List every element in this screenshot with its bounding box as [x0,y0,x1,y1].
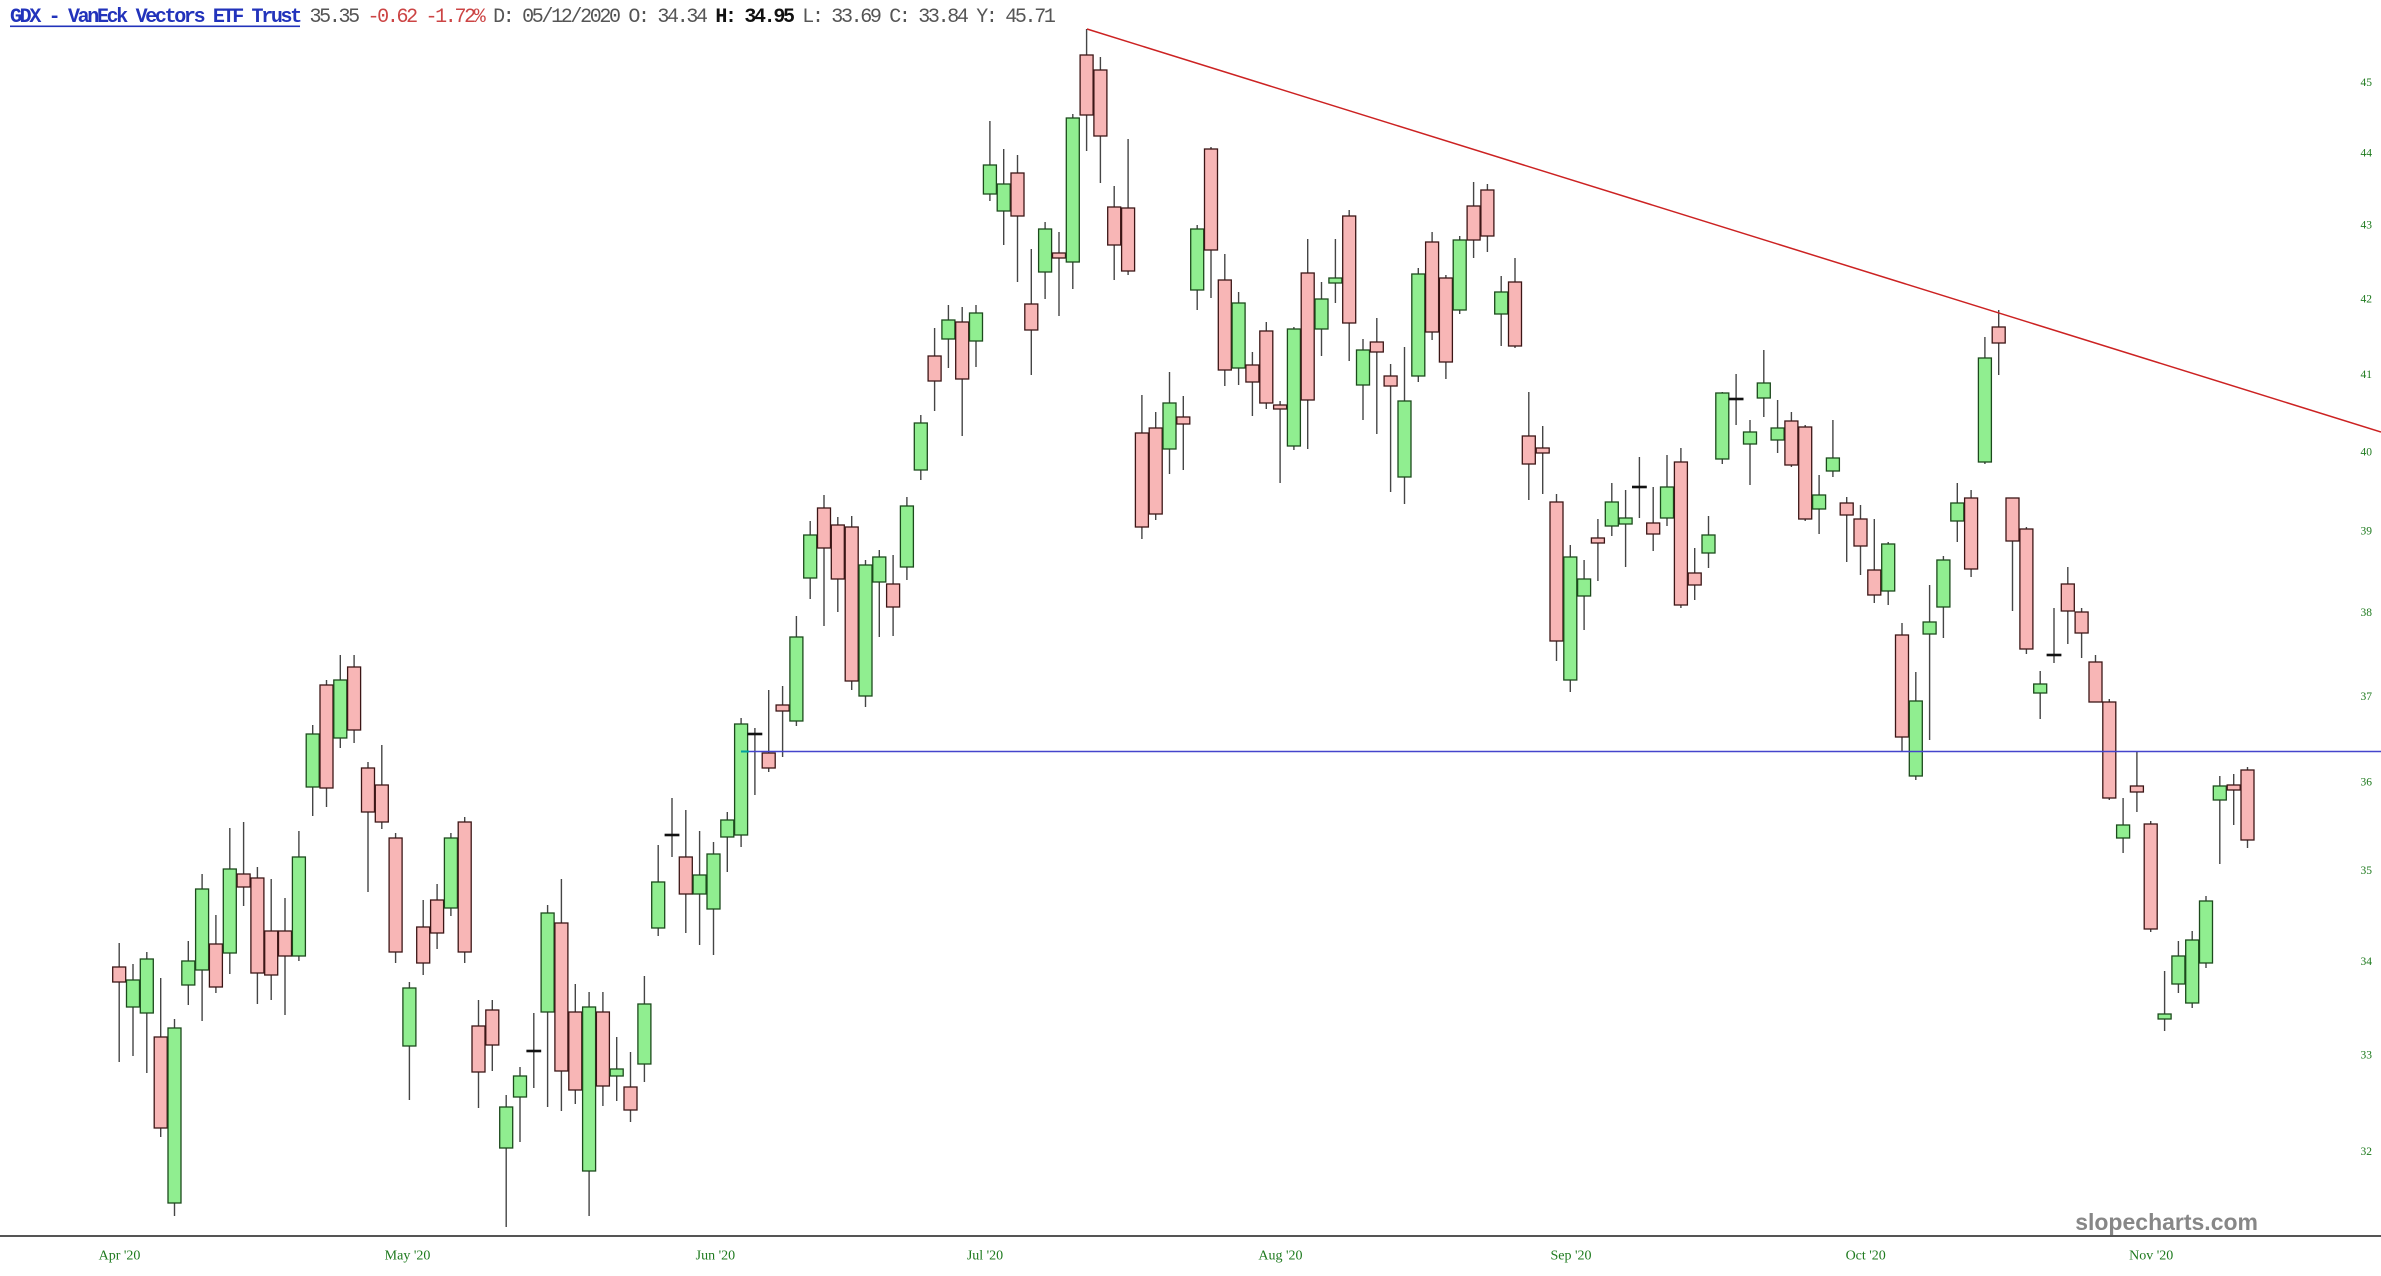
svg-text:43: 43 [2361,220,2373,232]
svg-text:Aug '20: Aug '20 [1258,1249,1302,1264]
svg-text:32: 32 [2361,1146,2373,1158]
svg-text:44: 44 [2361,148,2373,160]
svg-text:38: 38 [2361,607,2373,619]
svg-text:Apr '20: Apr '20 [99,1249,141,1264]
svg-text:slopecharts.com: slopecharts.com [2075,1209,2258,1235]
svg-text:39: 39 [2361,526,2373,538]
svg-text:33: 33 [2361,1050,2373,1062]
svg-text:Jun '20: Jun '20 [696,1249,735,1264]
svg-text:Sep '20: Sep '20 [1550,1249,1591,1264]
svg-text:41: 41 [2361,369,2373,381]
svg-text:34: 34 [2361,956,2373,968]
svg-text:Oct '20: Oct '20 [1846,1249,1886,1264]
svg-text:May '20: May '20 [385,1249,431,1264]
svg-text:Jul '20: Jul '20 [967,1249,1003,1264]
svg-text:37: 37 [2361,691,2373,703]
svg-text:42: 42 [2361,293,2373,305]
svg-text:45: 45 [2361,77,2373,89]
svg-text:GDX - VanEck Vectors ETF Trust: GDX - VanEck Vectors ETF Trust 35.35 -0.… [10,6,1056,29]
svg-text:40: 40 [2361,446,2373,458]
svg-text:Nov '20: Nov '20 [2129,1249,2173,1264]
svg-text:36: 36 [2361,777,2373,789]
svg-text:35: 35 [2361,865,2373,877]
